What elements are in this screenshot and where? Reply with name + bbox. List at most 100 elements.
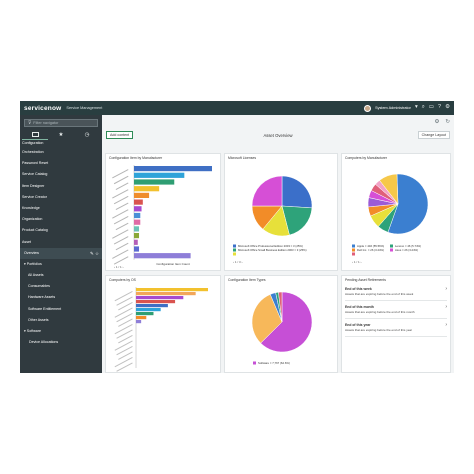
open-link-icon[interactable]: › <box>445 322 447 328</box>
bar[interactable] <box>134 206 142 212</box>
nav-item[interactable]: Organization <box>22 217 43 222</box>
filter-placeholder: Filter navigator <box>33 121 59 125</box>
pager[interactable]: ‹ 1 / 3 › <box>233 260 243 264</box>
ms-licenses-pie-chart[interactable]: Microsoft Office Professional Edition 20… <box>225 154 339 272</box>
add-content-button[interactable]: Add content <box>106 131 134 139</box>
nav-item[interactable]: All Assets <box>28 273 44 278</box>
bar[interactable] <box>134 212 141 219</box>
pager[interactable]: ‹ 1 / 1 › <box>352 260 362 264</box>
manufacturer-bar-chart[interactable]: Configuration Item Count ‹ 1 / 1 › <box>106 154 222 272</box>
card-title: Configuration Item Types <box>228 278 266 282</box>
computers-os-bar-chart[interactable] <box>106 276 222 373</box>
nav-item[interactable]: Item Designer <box>22 183 45 188</box>
edit-favorite-icons[interactable]: ✎ ☆ <box>89 250 99 256</box>
pie-slice[interactable] <box>281 175 313 209</box>
dashboard-toolbar: ⚙ ↻ <box>102 115 454 128</box>
bar[interactable] <box>136 304 168 308</box>
bar[interactable] <box>134 186 160 192</box>
nav-item[interactable]: Password Reset <box>22 161 49 166</box>
bar[interactable] <box>136 288 208 292</box>
retirement-title: End of this year <box>345 323 371 327</box>
change-layout-button[interactable]: Change Layout <box>417 131 450 139</box>
chevron-down-icon[interactable]: ▾ <box>414 104 418 111</box>
all-apps-tab[interactable] <box>22 130 48 140</box>
legend-entry: Microsoft Office Small Business Edition … <box>238 248 307 252</box>
bar[interactable] <box>134 172 185 178</box>
retirement-item[interactable]: End of this week Assets that are expiring… <box>345 283 447 301</box>
nav-item[interactable]: Hardware Assets <box>28 295 56 300</box>
bar[interactable] <box>136 320 142 324</box>
history-tab[interactable]: ◷ <box>74 130 100 140</box>
pager[interactable]: ‹ 1 / 1 › <box>114 265 124 269</box>
nav-item[interactable]: Service Creator <box>22 194 47 199</box>
nav-item[interactable]: Device Allocations <box>29 340 59 345</box>
bar[interactable] <box>134 199 143 205</box>
legend-entry: Lenovo = 46 (5.74%) <box>395 244 421 248</box>
pie-slice[interactable] <box>260 291 313 353</box>
nav-item[interactable]: ▾ Software <box>24 329 41 333</box>
nav-item[interactable]: Overview ✎ ☆ <box>20 247 102 259</box>
nav-item[interactable]: Configuration <box>22 141 44 145</box>
pie-slice[interactable] <box>281 205 313 236</box>
computers-manufacturer-pie-chart[interactable]: Apple = 446 (55.56%) Lenovo = 46 (5.74%) D… <box>342 154 452 272</box>
user-menu[interactable]: System Administrator <box>375 106 411 110</box>
bar[interactable] <box>134 226 140 232</box>
instance-subtitle: Service Management <box>66 106 103 110</box>
bar[interactable] <box>134 246 140 252</box>
servicenow-logo[interactable]: servicenow <box>24 104 62 112</box>
nav-item[interactable]: Knowledge <box>22 205 40 210</box>
open-link-icon[interactable]: › <box>445 286 447 292</box>
retirement-item[interactable]: End of this year Assets that are expiring… <box>345 319 447 337</box>
nav-item[interactable]: Service Catalog <box>22 172 48 177</box>
help-icon[interactable]: ? <box>438 104 442 111</box>
card-title: Computers by OS <box>109 278 136 282</box>
filter-navigator-input[interactable]: ⊽ Filter navigator <box>24 119 98 127</box>
pie-slice[interactable] <box>278 291 283 323</box>
application-navigator: ⊽ Filter navigator ★ ◷ Configuration Orch… <box>20 115 102 373</box>
bar[interactable] <box>134 239 138 245</box>
pie-slice[interactable] <box>387 173 429 235</box>
bar[interactable] <box>134 253 191 259</box>
bar[interactable] <box>136 296 184 300</box>
refresh-icon[interactable]: ↻ <box>445 118 450 125</box>
pie-slice[interactable] <box>251 294 283 344</box>
legend-entry: Asus = 26 (3.24%) <box>395 248 418 252</box>
bar[interactable] <box>134 179 175 185</box>
bar[interactable] <box>136 312 154 316</box>
bar[interactable] <box>136 292 196 296</box>
pie-slice[interactable] <box>379 173 399 205</box>
bar[interactable] <box>134 192 150 198</box>
category-tick-label <box>113 195 129 205</box>
nav-item[interactable]: Software Entitlement <box>28 306 62 311</box>
nav-item[interactable]: Consumables <box>28 284 50 289</box>
gear-icon[interactable]: ⚙ <box>445 104 450 111</box>
nav-item[interactable]: Orchestration <box>22 150 44 154</box>
navigator-tabs: ★ ◷ <box>22 130 100 140</box>
bar[interactable] <box>136 308 161 312</box>
bar[interactable] <box>134 219 141 225</box>
bar[interactable] <box>136 316 147 320</box>
page-title: Asset Overview <box>263 132 293 138</box>
gear-icon[interactable]: ⚙ <box>434 118 440 125</box>
nav-item[interactable]: Asset <box>22 239 31 244</box>
ci-types-pie-chart[interactable]: Software = 7,767 (62.6%) <box>225 276 339 373</box>
open-link-icon[interactable]: › <box>445 304 447 310</box>
user-avatar[interactable] <box>364 104 372 112</box>
nav-item[interactable]: Other Assets <box>28 317 49 322</box>
nav-item[interactable]: ▾ Portfolios <box>24 261 42 266</box>
favorites-star-icon: ★ <box>58 132 64 138</box>
retirement-item[interactable]: End of this month Assets that are expirin… <box>345 301 447 319</box>
search-icon[interactable]: ⌕ <box>421 104 425 111</box>
pie-slice[interactable] <box>251 175 283 207</box>
bar[interactable] <box>134 233 140 239</box>
category-tick-label <box>113 236 129 245</box>
chat-icon[interactable]: ▭ <box>428 104 434 111</box>
nav-item[interactable]: Product Catalog <box>22 228 48 233</box>
category-tick-label <box>116 296 133 306</box>
category-tick-label <box>112 249 129 259</box>
favorites-tab[interactable]: ★ <box>48 130 74 140</box>
pending-retirements-card: Pending Asset Retirements End of this we… <box>341 275 451 373</box>
bar[interactable] <box>136 300 176 304</box>
legend-swatch <box>233 248 236 252</box>
bar[interactable] <box>134 166 212 172</box>
